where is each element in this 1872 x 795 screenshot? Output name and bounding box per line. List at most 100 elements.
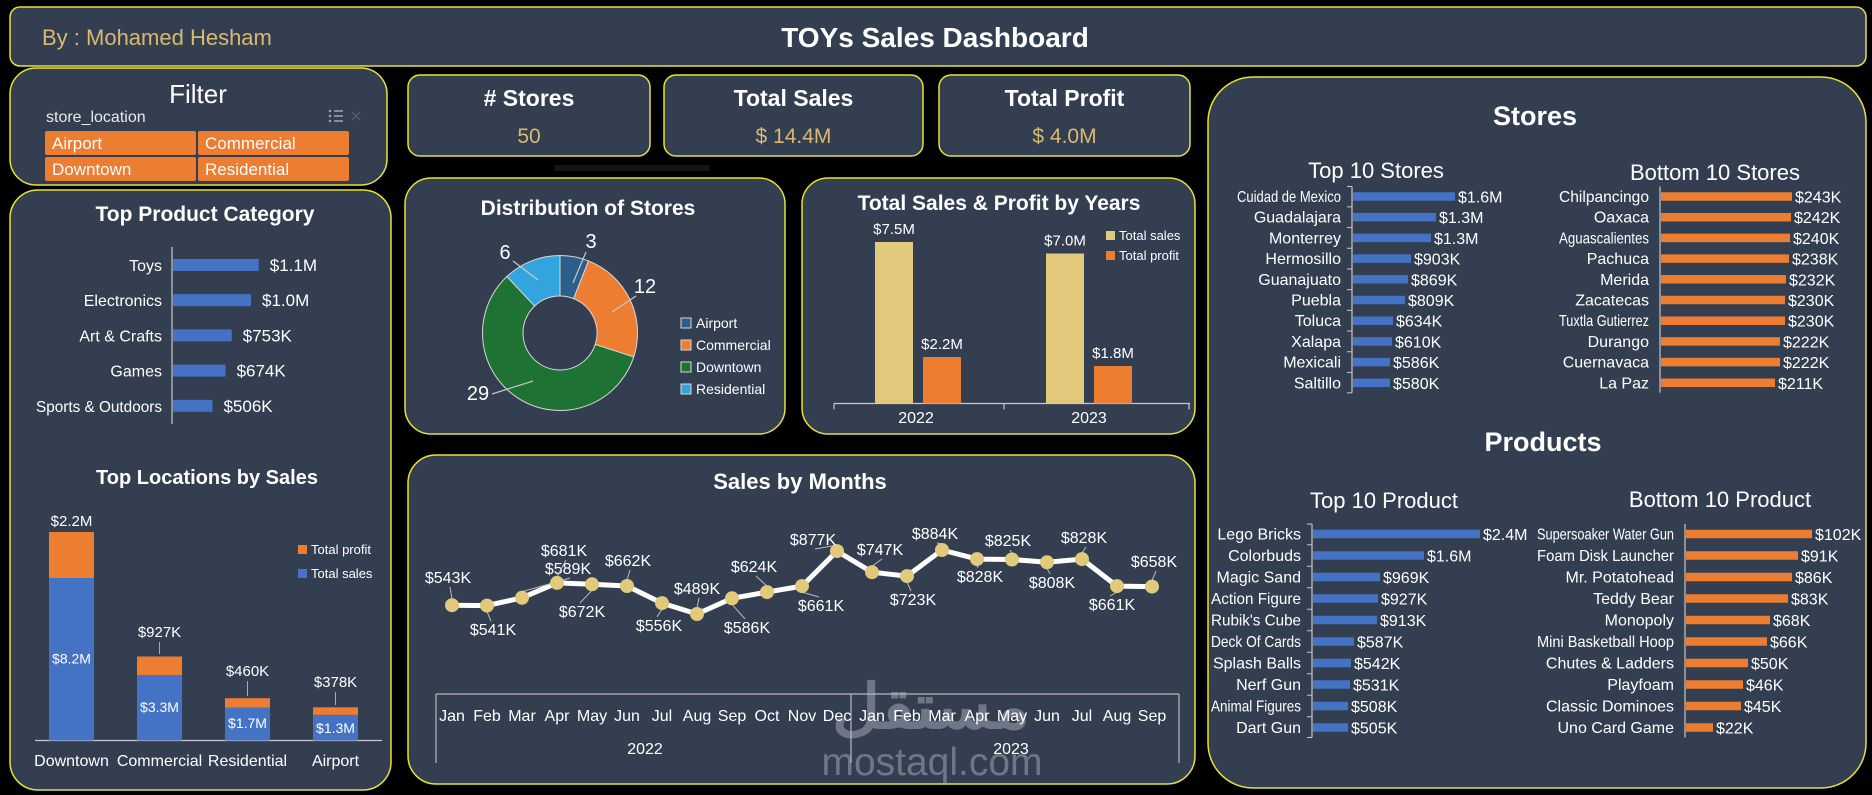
svg-text:Commercial: Commercial: [117, 753, 202, 770]
svg-text:Downtown: Downtown: [52, 160, 131, 179]
svg-text:Merida: Merida: [1600, 272, 1649, 289]
svg-text:Apr: Apr: [545, 708, 571, 725]
svg-text:Residential: Residential: [208, 753, 287, 770]
svg-text:Jun: Jun: [1034, 708, 1060, 725]
svg-text:Total sales: Total sales: [1119, 228, 1181, 243]
svg-text:Oaxaca: Oaxaca: [1594, 210, 1649, 227]
svg-text:$1.3M: $1.3M: [1439, 210, 1483, 227]
svg-text:$68K: $68K: [1773, 613, 1811, 630]
svg-text:Animal Figures: Animal Figures: [1211, 699, 1301, 716]
svg-text:$543K: $543K: [425, 570, 472, 587]
svg-text:Monterrey: Monterrey: [1269, 230, 1341, 247]
svg-text:$661K: $661K: [798, 598, 845, 615]
svg-text:$586K: $586K: [724, 620, 771, 637]
svg-text:Aug: Aug: [683, 708, 711, 725]
svg-text:Tuxtla Gutierrez: Tuxtla Gutierrez: [1559, 313, 1649, 330]
svg-text:store_location: store_location: [46, 109, 146, 126]
svg-text:$1.6M: $1.6M: [1427, 549, 1471, 566]
svg-text:Bottom 10 Stores: Bottom 10 Stores: [1630, 160, 1800, 185]
svg-text:$541K: $541K: [470, 622, 517, 639]
svg-text:$580K: $580K: [1393, 376, 1440, 393]
svg-text:$723K: $723K: [890, 592, 937, 609]
svg-text:Splash Balls: Splash Balls: [1213, 656, 1301, 673]
svg-text:Toys: Toys: [129, 258, 162, 275]
svg-text:Chutes & Ladders: Chutes & Ladders: [1546, 656, 1674, 673]
svg-text:Residential: Residential: [696, 381, 765, 397]
svg-text:$ 4.0M: $ 4.0M: [1032, 125, 1096, 148]
svg-text:$1.3M: $1.3M: [316, 720, 355, 736]
svg-text:Supersoaker Water Gun: Supersoaker Water Gun: [1537, 527, 1674, 544]
svg-text:$2.4M: $2.4M: [1483, 527, 1527, 544]
svg-text:$505K: $505K: [1351, 721, 1398, 738]
svg-text:$3.3M: $3.3M: [140, 699, 179, 715]
svg-text:6: 6: [499, 242, 510, 264]
svg-text:Total Sales & Profit by Years: Total Sales & Profit by Years: [858, 192, 1141, 215]
svg-text:$969K: $969K: [1383, 570, 1430, 587]
svg-text:$531K: $531K: [1353, 678, 1400, 695]
svg-text:3: 3: [585, 231, 596, 253]
svg-text:Commercial: Commercial: [205, 134, 296, 153]
svg-text:Bottom 10 Product: Bottom 10 Product: [1629, 487, 1811, 512]
svg-text:Uno Card Game: Uno Card Game: [1558, 720, 1675, 737]
svg-text:By : Mohamed Hesham: By : Mohamed Hesham: [42, 25, 272, 50]
svg-text:Distribution of Stores: Distribution of Stores: [481, 197, 696, 220]
svg-text:Filter: Filter: [169, 79, 227, 109]
svg-text:$674K: $674K: [237, 362, 287, 381]
svg-text:Mar: Mar: [928, 708, 956, 725]
svg-text:$542K: $542K: [1354, 656, 1401, 673]
svg-text:Jun: Jun: [614, 708, 640, 725]
svg-text:$242K: $242K: [1794, 210, 1841, 227]
svg-text:مستقل: مستقل: [832, 673, 1030, 742]
svg-text:$556K: $556K: [636, 618, 683, 635]
svg-text:Guadalajara: Guadalajara: [1254, 210, 1341, 227]
svg-text:May: May: [577, 708, 607, 725]
svg-text:Stores: Stores: [1493, 101, 1577, 131]
svg-text:Products: Products: [1484, 427, 1601, 457]
svg-text:Top 10 Product: Top 10 Product: [1310, 488, 1458, 513]
svg-text:Residential: Residential: [205, 160, 289, 179]
svg-text:2022: 2022: [898, 410, 934, 427]
svg-text:$828K: $828K: [957, 569, 1004, 586]
svg-text:Mar: Mar: [508, 708, 536, 725]
svg-text:Puebla: Puebla: [1291, 293, 1341, 310]
svg-text:$2.2M: $2.2M: [51, 513, 93, 530]
svg-text:Nov: Nov: [788, 708, 816, 725]
svg-text:$634K: $634K: [1396, 314, 1443, 331]
svg-text:Sports & Outdoors: Sports & Outdoors: [36, 399, 162, 416]
svg-text:Jul: Jul: [652, 708, 672, 725]
svg-text:$378K: $378K: [314, 674, 357, 691]
svg-text:Monopoly: Monopoly: [1605, 613, 1674, 630]
svg-text:$662K: $662K: [605, 553, 652, 570]
svg-text:Jan: Jan: [439, 708, 465, 725]
svg-text:$753K: $753K: [243, 326, 293, 345]
svg-text:# Stores: # Stores: [484, 85, 575, 111]
svg-text:Teddy Bear: Teddy Bear: [1593, 591, 1675, 608]
svg-text:Cuidad de Mexico: Cuidad de Mexico: [1237, 189, 1341, 206]
svg-text:$624K: $624K: [731, 559, 778, 576]
svg-text:Sales by Months: Sales by Months: [713, 469, 887, 494]
svg-text:2023: 2023: [1071, 410, 1107, 427]
svg-text:Oct: Oct: [755, 708, 780, 725]
svg-text:Classic Dominoes: Classic Dominoes: [1546, 699, 1674, 716]
svg-text:2022: 2022: [627, 741, 663, 758]
svg-text:50: 50: [517, 125, 540, 148]
svg-text:Total Sales: Total Sales: [734, 85, 854, 111]
svg-text:$1.6M: $1.6M: [1458, 190, 1502, 207]
svg-text:$83K: $83K: [1791, 592, 1829, 609]
svg-text:Mini Basketball Hoop: Mini Basketball Hoop: [1537, 634, 1674, 651]
svg-text:Aguascalientes: Aguascalientes: [1559, 230, 1649, 247]
svg-text:$661K: $661K: [1089, 597, 1136, 614]
svg-text:May: May: [997, 708, 1027, 725]
svg-text:$86K: $86K: [1795, 570, 1833, 587]
svg-text:Rubik's Cube: Rubik's Cube: [1211, 613, 1301, 630]
svg-text:Art & Crafts: Art & Crafts: [79, 328, 162, 345]
svg-text:$1.0M: $1.0M: [262, 291, 309, 310]
svg-text:$681K: $681K: [541, 543, 588, 560]
svg-text:La Paz: La Paz: [1599, 375, 1649, 392]
svg-text:Lego Bricks: Lego Bricks: [1217, 527, 1301, 544]
svg-text:Sep: Sep: [718, 708, 747, 725]
svg-text:Chilpancingo: Chilpancingo: [1559, 189, 1649, 206]
svg-text:$240K: $240K: [1793, 231, 1840, 248]
svg-text:Zacatecas: Zacatecas: [1575, 293, 1649, 310]
svg-text:$903K: $903K: [1414, 252, 1461, 269]
